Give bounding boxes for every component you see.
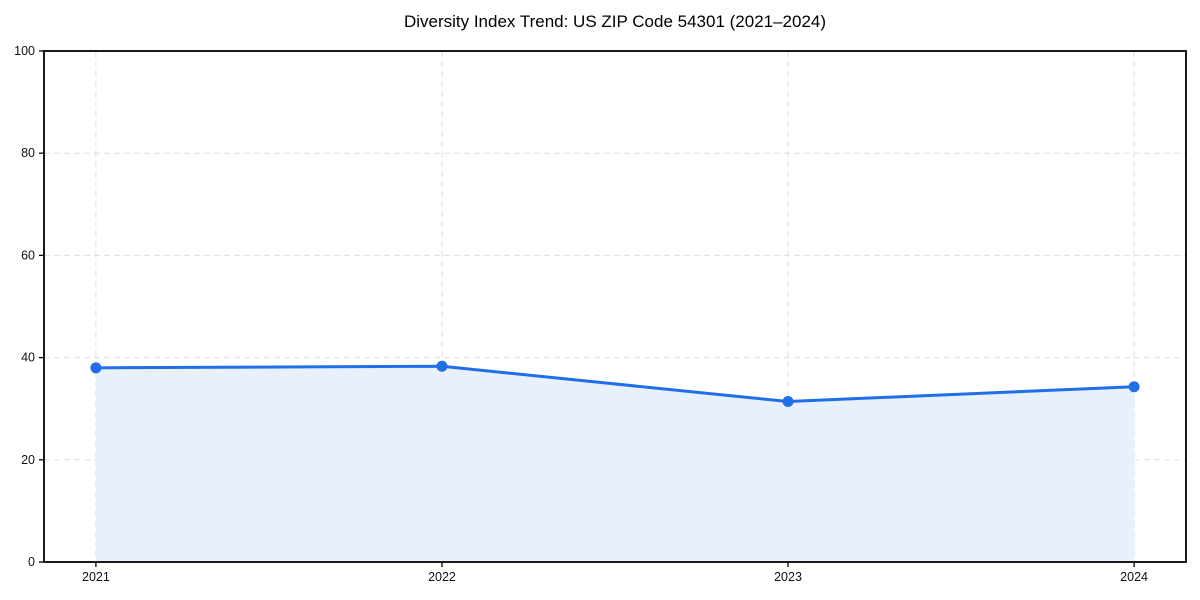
data-point-marker — [436, 360, 448, 372]
x-tick-label: 2024 — [1120, 570, 1148, 584]
data-point-marker — [782, 396, 794, 408]
y-tick-label: 40 — [21, 351, 35, 365]
y-tick-label: 60 — [21, 248, 35, 262]
x-tick-label: 2023 — [774, 570, 802, 584]
y-tick-label: 20 — [21, 453, 35, 467]
area-fill — [95, 366, 1135, 562]
data-point-marker — [90, 362, 102, 374]
data-point-marker — [1128, 381, 1140, 393]
chart-title: Diversity Index Trend: US ZIP Code 54301… — [403, 12, 827, 31]
x-tick-label: 2021 — [82, 570, 110, 584]
plot-border — [43, 50, 1187, 563]
x-tick-label: 2022 — [428, 570, 456, 584]
y-tick-label: 80 — [21, 146, 35, 160]
trend-line — [94, 364, 1136, 404]
y-tick-label: 100 — [14, 44, 35, 58]
y-tick-label: 0 — [28, 555, 35, 569]
